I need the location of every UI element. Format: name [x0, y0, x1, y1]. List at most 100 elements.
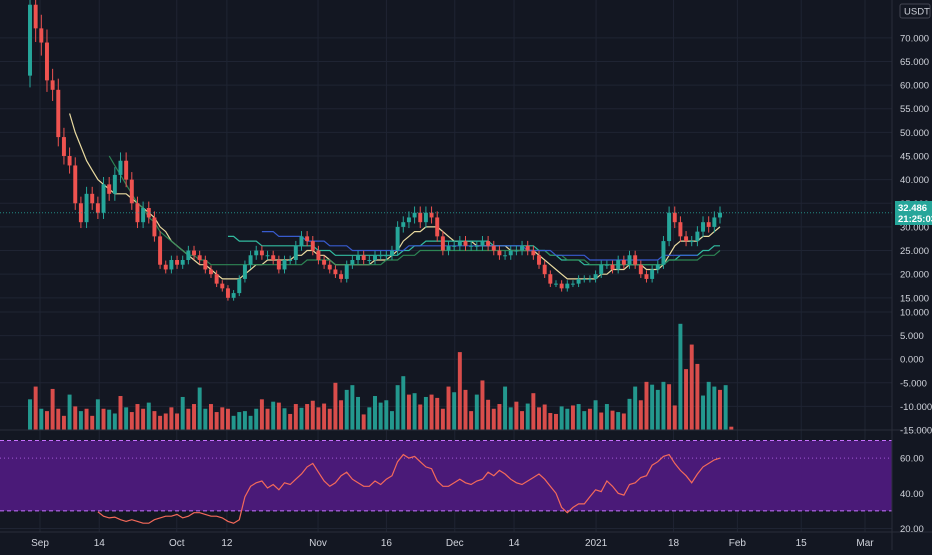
volume-bar [542, 404, 547, 430]
candle-body [627, 255, 632, 265]
candle-body [599, 264, 604, 275]
volume-bar [457, 352, 462, 430]
candle-body [520, 245, 525, 251]
candle-body [197, 255, 202, 260]
volume-bar [169, 407, 174, 430]
candle-body [644, 274, 649, 279]
y-tick-label: -5.000 [900, 378, 927, 389]
candle-body [570, 283, 575, 285]
rsi-pane [0, 440, 892, 524]
candle-body [565, 283, 570, 289]
candle-body [548, 274, 553, 284]
volume-bar [248, 415, 253, 430]
candle-body [28, 4, 32, 76]
candle-body [95, 203, 100, 213]
candle-body [56, 89, 61, 138]
candle-body [423, 212, 428, 223]
volume-bar [28, 399, 32, 430]
candle-body [50, 80, 55, 90]
candle-body [503, 255, 508, 257]
candle-body [542, 264, 547, 275]
candle-body [537, 255, 541, 265]
volume-bar [271, 401, 276, 430]
volume-bar [684, 369, 689, 430]
candle-body [621, 260, 626, 265]
volume-bar [237, 412, 242, 430]
volume-bar [565, 408, 570, 430]
volume-bar [186, 408, 191, 430]
volume-bar [661, 381, 666, 430]
candle-body [356, 255, 361, 260]
candle-body [152, 217, 157, 237]
volume-bar [129, 412, 134, 430]
candle-body [124, 160, 129, 180]
candle-body [254, 250, 259, 256]
candle-body [129, 179, 134, 204]
candle-body [429, 212, 434, 218]
volume-bar [124, 407, 129, 430]
candle-body [146, 208, 151, 218]
candle-body [276, 260, 281, 270]
currency-selector[interactable]: USDT [899, 3, 931, 19]
volume-bar [225, 408, 230, 430]
candle-body [101, 184, 106, 213]
volume-bar [650, 384, 655, 430]
time-axis[interactable]: Sep 14 Oct 12 Nov 16 Dec 14 2021 18 Feb 15 Mar [31, 538, 874, 549]
candle-body [474, 245, 479, 247]
volume-bar [418, 404, 423, 430]
y-tick-label: -15.000 [900, 426, 932, 437]
volume-bar [689, 344, 694, 430]
volume-bar [373, 396, 377, 430]
currency-label-text: USDT [904, 7, 930, 18]
volume-bar [367, 407, 372, 430]
price-axis[interactable]: 70.000 65.000 60.000 55.000 50.000 45.000 40.0… [900, 33, 932, 535]
candle-body [225, 288, 230, 298]
price-candles [0, 0, 892, 301]
volume-bar [197, 387, 202, 430]
volume-pane [28, 323, 734, 430]
candle-body [180, 260, 185, 265]
candle-body [684, 236, 689, 242]
volume-bar [180, 396, 185, 430]
volume-bar [209, 404, 213, 430]
volume-bar [305, 404, 310, 430]
y-tick-label: 20.00 [900, 524, 924, 535]
volume-bar [203, 408, 208, 430]
volume-bar [712, 386, 717, 430]
y-tick-label: 60.000 [900, 81, 929, 92]
volume-bar [491, 408, 496, 430]
candle-body [271, 255, 276, 260]
volume-bar [695, 363, 700, 430]
candle-body [689, 241, 694, 243]
candle-body [327, 264, 332, 270]
volume-bar [638, 400, 643, 430]
x-tick-label: Dec [446, 538, 464, 549]
candle-body [293, 245, 298, 260]
candle-body [367, 260, 372, 261]
volume-bar [84, 408, 89, 430]
candle-body [435, 217, 440, 237]
volume-bar [525, 403, 530, 430]
candle-body [248, 255, 253, 265]
volume-bar [570, 405, 575, 430]
candle-body [259, 250, 264, 256]
y-tick-label: 45.000 [900, 152, 929, 163]
volume-bar [135, 404, 140, 430]
volume-bar [293, 404, 298, 430]
volume-bar [118, 396, 123, 430]
volume-bar [395, 385, 400, 430]
candle-body [486, 241, 491, 246]
volume-bar [548, 413, 553, 430]
volume-bar [61, 415, 66, 430]
currency-selector-box[interactable] [899, 3, 931, 19]
volume-bar [310, 400, 315, 430]
last-price-value: 32.486 [898, 203, 927, 214]
volume-bar [593, 400, 598, 430]
candle-body [112, 174, 117, 194]
volume-bar [610, 410, 615, 430]
y-tick-label: 40.000 [900, 175, 929, 186]
volume-bar [95, 399, 100, 430]
